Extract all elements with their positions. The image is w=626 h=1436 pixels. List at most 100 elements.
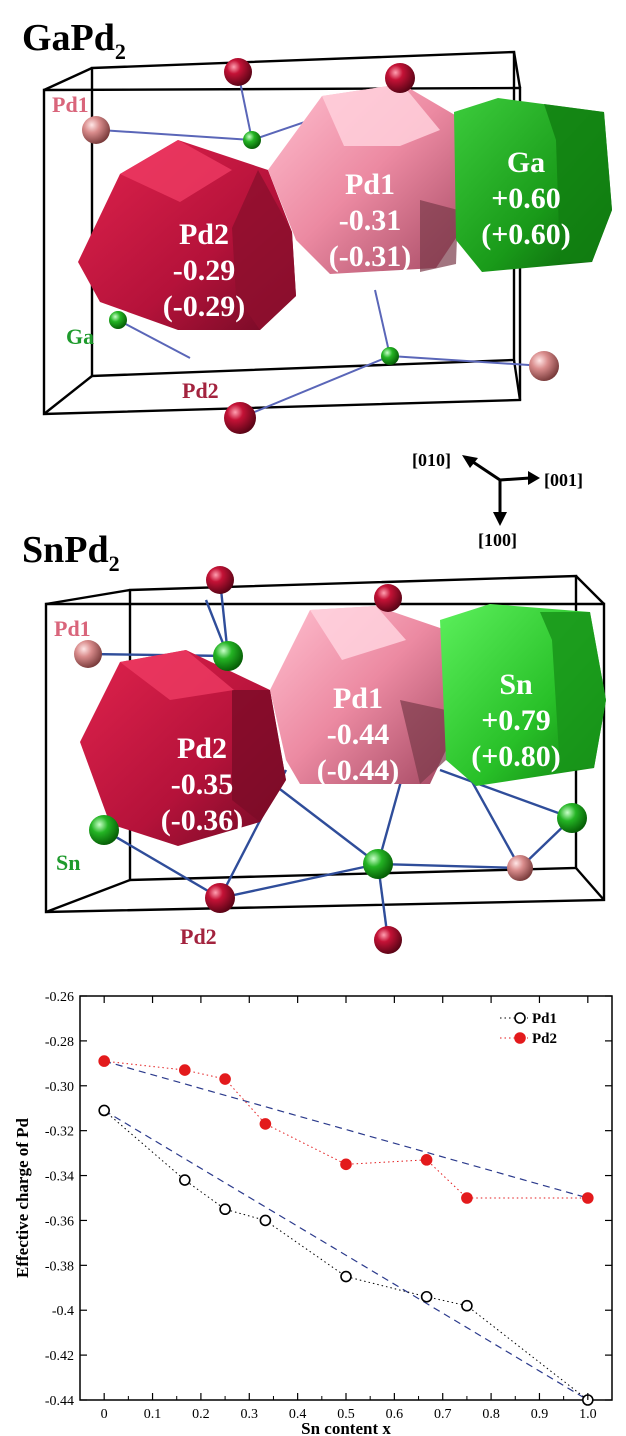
data-point-pd2 (219, 1073, 231, 1085)
pd2-atom (224, 402, 256, 434)
x-tick-label: 1.0 (579, 1407, 597, 1422)
pd2-charge-alt: (-0.36) (161, 804, 243, 837)
ga-cell-label: Ga (507, 146, 545, 179)
fit-lines (103, 1060, 589, 1401)
pd1-voronoi-cell (268, 84, 460, 274)
x-tick-label: 0.7 (434, 1407, 452, 1422)
y-tick-label: -0.26 (45, 990, 74, 1005)
x-tick-label: 0.5 (337, 1407, 355, 1422)
compound-title: GaPd2 (22, 17, 126, 64)
site-label-sn: Sn (56, 850, 80, 875)
pd1-atom (82, 116, 110, 144)
pd2-atom (374, 584, 402, 612)
bond-network (99, 71, 545, 419)
pd2-atom (205, 883, 235, 913)
sn-charge: +0.79 (481, 704, 551, 737)
data-point-pd1 (179, 1174, 191, 1186)
data-point-pd1 (420, 1290, 433, 1303)
data-point-pd2 (340, 1158, 352, 1171)
pd1-atom (507, 855, 533, 881)
sn-charge-alt: (+0.80) (471, 740, 561, 773)
y-tick-label: -0.44 (45, 1394, 74, 1409)
data-point-pd2 (259, 1118, 272, 1130)
fit-line-pd1 (103, 1109, 589, 1401)
panel-snpd2: Sn Pd2 (22, 529, 606, 954)
pd2-charge-alt: (-0.29) (163, 290, 245, 323)
site-label-ga: Ga (66, 324, 94, 349)
atoms (82, 58, 559, 434)
ga-charge: +0.60 (491, 182, 561, 215)
x-axis-ticks: 0 0.1 0.2 0.3 0.4 0.5 0.6 0.7 0.8 0.9 1.0 (101, 996, 597, 1422)
panel-gapd2: Ga Pd2 (22, 17, 612, 434)
compound-title: SnPd2 (22, 529, 120, 576)
data-point-pd1 (259, 1214, 272, 1227)
pd1-charge: -0.44 (327, 718, 390, 751)
data-point-pd1 (98, 1104, 110, 1117)
y-axis-ticks: -0.26 -0.28 -0.30 -0.32 -0.34 -0.36 -0.38 -0.4 -… (45, 990, 612, 1409)
x-tick-label: 0.1 (144, 1407, 162, 1422)
pd2-atom (224, 58, 252, 86)
x-axis-label: Sn content x (301, 1419, 391, 1436)
pd2-voronoi-cell (80, 650, 286, 846)
y-tick-label: -0.30 (45, 1080, 74, 1095)
crystal-axes-triad: [010] [001] [100] (412, 450, 583, 550)
data-point-pd2 (179, 1064, 191, 1076)
data-series (98, 1055, 594, 1406)
pd2-charge: -0.29 (173, 254, 236, 287)
axis-label-100: [100] (478, 530, 517, 550)
axis-label-001: [001] (544, 470, 583, 490)
sn-atom (89, 815, 119, 845)
legend-label-pd2: Pd2 (532, 1031, 557, 1047)
pd1-charge-alt: (-0.31) (329, 240, 411, 273)
ga-atom (381, 347, 399, 365)
data-point-pd1 (340, 1270, 352, 1283)
legend-marker (514, 1032, 526, 1044)
x-tick-label: 0.4 (289, 1407, 307, 1422)
fit-line-pd2 (104, 1060, 588, 1199)
y-axis-label: Effective charge of Pd (13, 1117, 32, 1278)
effective-charge-chart: 0 0.1 0.2 0.3 0.4 0.5 0.6 0.7 0.8 0.9 1.0 -0.26-0.… (13, 990, 613, 1436)
data-point-pd1 (461, 1299, 473, 1312)
data-point-pd2 (98, 1055, 110, 1067)
pd2-atom (206, 566, 234, 594)
sn-atom (363, 849, 393, 879)
ga-voronoi-cell (454, 98, 612, 272)
pd1-atom (529, 351, 559, 381)
ga-atom (243, 131, 261, 149)
data-point-pd2 (420, 1154, 433, 1166)
y-tick-label: -0.32 (45, 1125, 74, 1140)
data-point-pd1 (219, 1203, 231, 1216)
y-tick-label: -0.36 (45, 1214, 74, 1229)
pd1-cell-label: Pd1 (345, 168, 395, 201)
y-tick-label: -0.38 (45, 1259, 74, 1274)
pd2-cell-label: Pd2 (179, 218, 229, 251)
site-label-pd2: Pd2 (180, 924, 217, 949)
data-point-pd2 (461, 1192, 473, 1204)
y-tick-label: -0.4 (52, 1304, 74, 1319)
x-tick-label: 0 (101, 1407, 108, 1422)
x-tick-label: 0.2 (192, 1407, 210, 1422)
y-tick-label: -0.34 (45, 1170, 74, 1185)
site-label-pd1: Pd1 (54, 616, 91, 641)
axis-label-010: [010] (412, 450, 451, 470)
ga-charge-alt: (+0.60) (481, 218, 571, 251)
x-tick-label: 0.6 (386, 1407, 404, 1422)
pd2-atom (374, 926, 402, 954)
data-point-pd2 (582, 1192, 594, 1204)
pd1-cell-label: Pd1 (333, 682, 383, 715)
sn-cell-label: Sn (499, 668, 533, 701)
pd2-atom (385, 63, 415, 93)
y-tick-label: -0.28 (45, 1035, 74, 1050)
pd1-voronoi-cell (270, 606, 446, 784)
x-tick-label: 0.9 (531, 1407, 549, 1422)
x-tick-label: 0.8 (482, 1407, 500, 1422)
sn-voronoi-cell (440, 604, 606, 786)
pd2-charge: -0.35 (171, 768, 234, 801)
pd1-charge: -0.31 (339, 204, 402, 237)
x-tick-label: 0.3 (241, 1407, 259, 1422)
pd2-voronoi-cell (78, 140, 296, 330)
y-tick-label: -0.42 (45, 1349, 74, 1364)
ga-atom (109, 311, 127, 329)
